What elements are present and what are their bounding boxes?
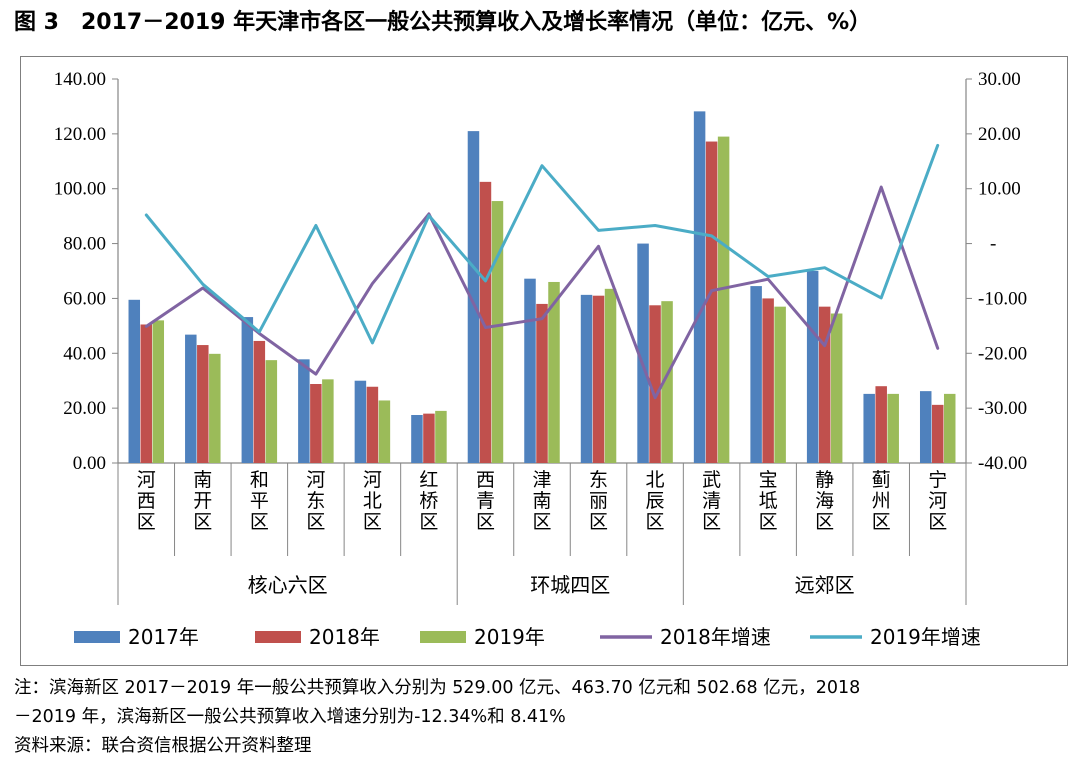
bar-2018年 bbox=[592, 295, 605, 463]
legend-swatch bbox=[420, 631, 466, 643]
bar-2019年 bbox=[943, 393, 956, 463]
bar-2019年 bbox=[604, 288, 617, 463]
bar-2018年 bbox=[705, 141, 718, 463]
bar-2018年 bbox=[310, 384, 322, 463]
left-tick-label: 20.00 bbox=[63, 398, 106, 419]
bar-2017年 bbox=[637, 243, 649, 463]
bar-2019年 bbox=[209, 353, 221, 463]
bar-2017年 bbox=[750, 286, 762, 463]
bar-2017年 bbox=[693, 111, 706, 463]
bar-2018年 bbox=[140, 324, 153, 463]
bar-2019年 bbox=[152, 320, 165, 463]
right-tick-label: 30.00 bbox=[978, 69, 1021, 90]
bar-2017年 bbox=[467, 131, 480, 463]
note-line-2: －2019 年，滨海新区一般公共预算收入增速分别为-12.34%和 8.41% bbox=[14, 707, 566, 727]
bar-2019年 bbox=[548, 281, 560, 463]
bar-2018年 bbox=[366, 386, 379, 463]
bar-2017年 bbox=[919, 391, 932, 463]
left-tick-label: 80.00 bbox=[63, 234, 106, 255]
left-tick-label: 140.00 bbox=[54, 69, 106, 90]
left-tick-label: 100.00 bbox=[54, 179, 106, 200]
group-label: 环城四区 bbox=[530, 573, 610, 597]
bar-2017年 bbox=[580, 294, 593, 463]
category-label: 西青区 bbox=[476, 469, 495, 533]
left-tick-label: 60.00 bbox=[63, 288, 106, 309]
note-line-1: 注：滨海新区 2017－2019 年一般公共预算收入分别为 529.00 亿元、… bbox=[14, 678, 861, 698]
legend-swatch bbox=[255, 631, 301, 643]
bar-2019年 bbox=[774, 306, 786, 463]
chart-title: 图 3 2017－2019 年天津市各区一般公共预算收入及增长率情况（单位：亿元… bbox=[14, 10, 872, 35]
legend-swatch bbox=[74, 631, 120, 643]
legend-label: 2018年 bbox=[309, 625, 380, 649]
group-label: 远郊区 bbox=[795, 573, 855, 597]
line-2018年增速 bbox=[144, 185, 940, 400]
bar-2017年 bbox=[241, 317, 254, 463]
bar-2018年 bbox=[931, 404, 944, 463]
category-label: 宁河区 bbox=[928, 469, 947, 533]
bar-2018年 bbox=[479, 181, 492, 463]
bar-2019年 bbox=[887, 393, 899, 463]
line-2019年增速 bbox=[144, 143, 940, 345]
legend-label: 2017年 bbox=[128, 625, 199, 649]
source-note: 资料来源：联合资信根据公开资料整理 bbox=[14, 736, 312, 756]
right-tick-label: -30.00 bbox=[978, 398, 1027, 419]
category-label: 和平区 bbox=[250, 469, 269, 533]
category-label: 津南区 bbox=[532, 469, 551, 533]
left-tick-label: 0.00 bbox=[73, 453, 106, 474]
category-label: 武清区 bbox=[702, 469, 721, 533]
bar-2019年 bbox=[435, 410, 447, 463]
bar-2019年 bbox=[378, 400, 391, 463]
bar-2017年 bbox=[128, 299, 141, 463]
bar-2018年 bbox=[762, 298, 774, 463]
right-tick-label: 20.00 bbox=[978, 124, 1021, 145]
bar-2017年 bbox=[298, 359, 310, 463]
bar-2019年 bbox=[661, 301, 673, 463]
category-label: 北辰区 bbox=[646, 469, 665, 533]
left-tick-label: 40.00 bbox=[63, 343, 106, 364]
category-label: 东丽区 bbox=[589, 469, 608, 533]
bar-2019年 bbox=[265, 360, 278, 463]
right-tick-label: -40.00 bbox=[978, 453, 1027, 474]
legend-label: 2018年增速 bbox=[660, 625, 771, 649]
bar-2018年 bbox=[197, 345, 209, 463]
bar-2017年 bbox=[354, 380, 367, 463]
bar-2017年 bbox=[863, 393, 875, 463]
bar-2018年 bbox=[649, 305, 661, 463]
category-label: 红桥区 bbox=[419, 469, 438, 533]
group-label: 核心六区 bbox=[248, 573, 328, 597]
legend-label: 2019年增速 bbox=[870, 625, 981, 649]
bar-2019年 bbox=[491, 201, 504, 464]
bar-2018年 bbox=[818, 306, 831, 463]
right-tick-label: - bbox=[990, 234, 996, 255]
right-tick-label: 10.00 bbox=[978, 179, 1021, 200]
bar-2017年 bbox=[806, 271, 819, 463]
legend-label: 2019年 bbox=[474, 625, 545, 649]
category-label: 南开区 bbox=[193, 469, 212, 533]
right-tick-label: -20.00 bbox=[978, 343, 1027, 364]
category-label: 蓟州区 bbox=[872, 469, 891, 533]
category-label: 宝坻区 bbox=[759, 469, 778, 533]
bar-2017年 bbox=[411, 415, 423, 463]
bar-2018年 bbox=[423, 413, 435, 463]
right-tick-label: -10.00 bbox=[978, 288, 1027, 309]
notes: 注：滨海新区 2017－2019 年一般公共预算收入分别为 529.00 亿元、… bbox=[14, 674, 1074, 761]
bar-2018年 bbox=[875, 386, 887, 463]
category-label: 河西区 bbox=[137, 469, 156, 533]
bar-2019年 bbox=[717, 136, 730, 463]
bar-2019年 bbox=[830, 313, 843, 463]
chart-frame bbox=[20, 56, 1068, 666]
bar-2017年 bbox=[524, 278, 536, 463]
bar-2018年 bbox=[536, 303, 548, 463]
left-tick-label: 120.00 bbox=[54, 124, 106, 145]
category-label: 河东区 bbox=[306, 469, 325, 533]
bar-2019年 bbox=[322, 379, 334, 463]
category-label: 静海区 bbox=[815, 469, 834, 533]
category-label: 河北区 bbox=[363, 469, 382, 533]
bar-2017年 bbox=[185, 334, 197, 463]
bar-2018年 bbox=[253, 340, 266, 463]
